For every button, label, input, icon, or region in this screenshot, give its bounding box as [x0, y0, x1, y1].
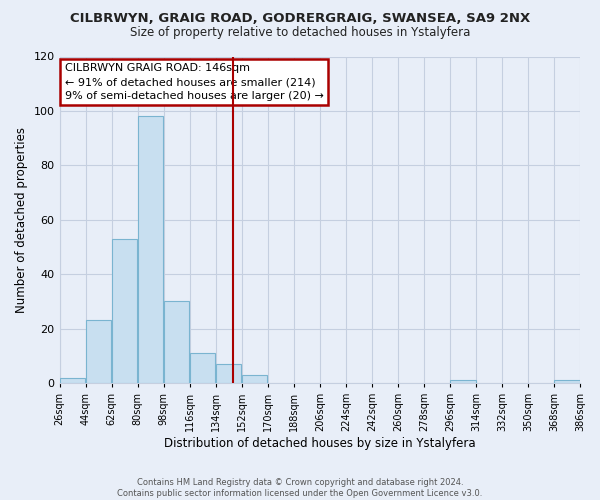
Bar: [190, 353, 215, 383]
Bar: [60, 378, 85, 383]
Bar: [450, 380, 476, 383]
Bar: [138, 116, 163, 383]
X-axis label: Distribution of detached houses by size in Ystalyfera: Distribution of detached houses by size …: [164, 437, 476, 450]
Text: Contains HM Land Registry data © Crown copyright and database right 2024.
Contai: Contains HM Land Registry data © Crown c…: [118, 478, 482, 498]
Bar: [112, 239, 137, 383]
Bar: [164, 302, 190, 383]
Bar: [242, 375, 268, 383]
Text: Size of property relative to detached houses in Ystalyfera: Size of property relative to detached ho…: [130, 26, 470, 39]
Text: CILBRWYN GRAIG ROAD: 146sqm
← 91% of detached houses are smaller (214)
9% of sem: CILBRWYN GRAIG ROAD: 146sqm ← 91% of det…: [65, 63, 323, 101]
Bar: [86, 320, 112, 383]
Bar: [216, 364, 241, 383]
Bar: [554, 380, 580, 383]
Y-axis label: Number of detached properties: Number of detached properties: [15, 127, 28, 313]
Text: CILBRWYN, GRAIG ROAD, GODRERGRAIG, SWANSEA, SA9 2NX: CILBRWYN, GRAIG ROAD, GODRERGRAIG, SWANS…: [70, 12, 530, 26]
